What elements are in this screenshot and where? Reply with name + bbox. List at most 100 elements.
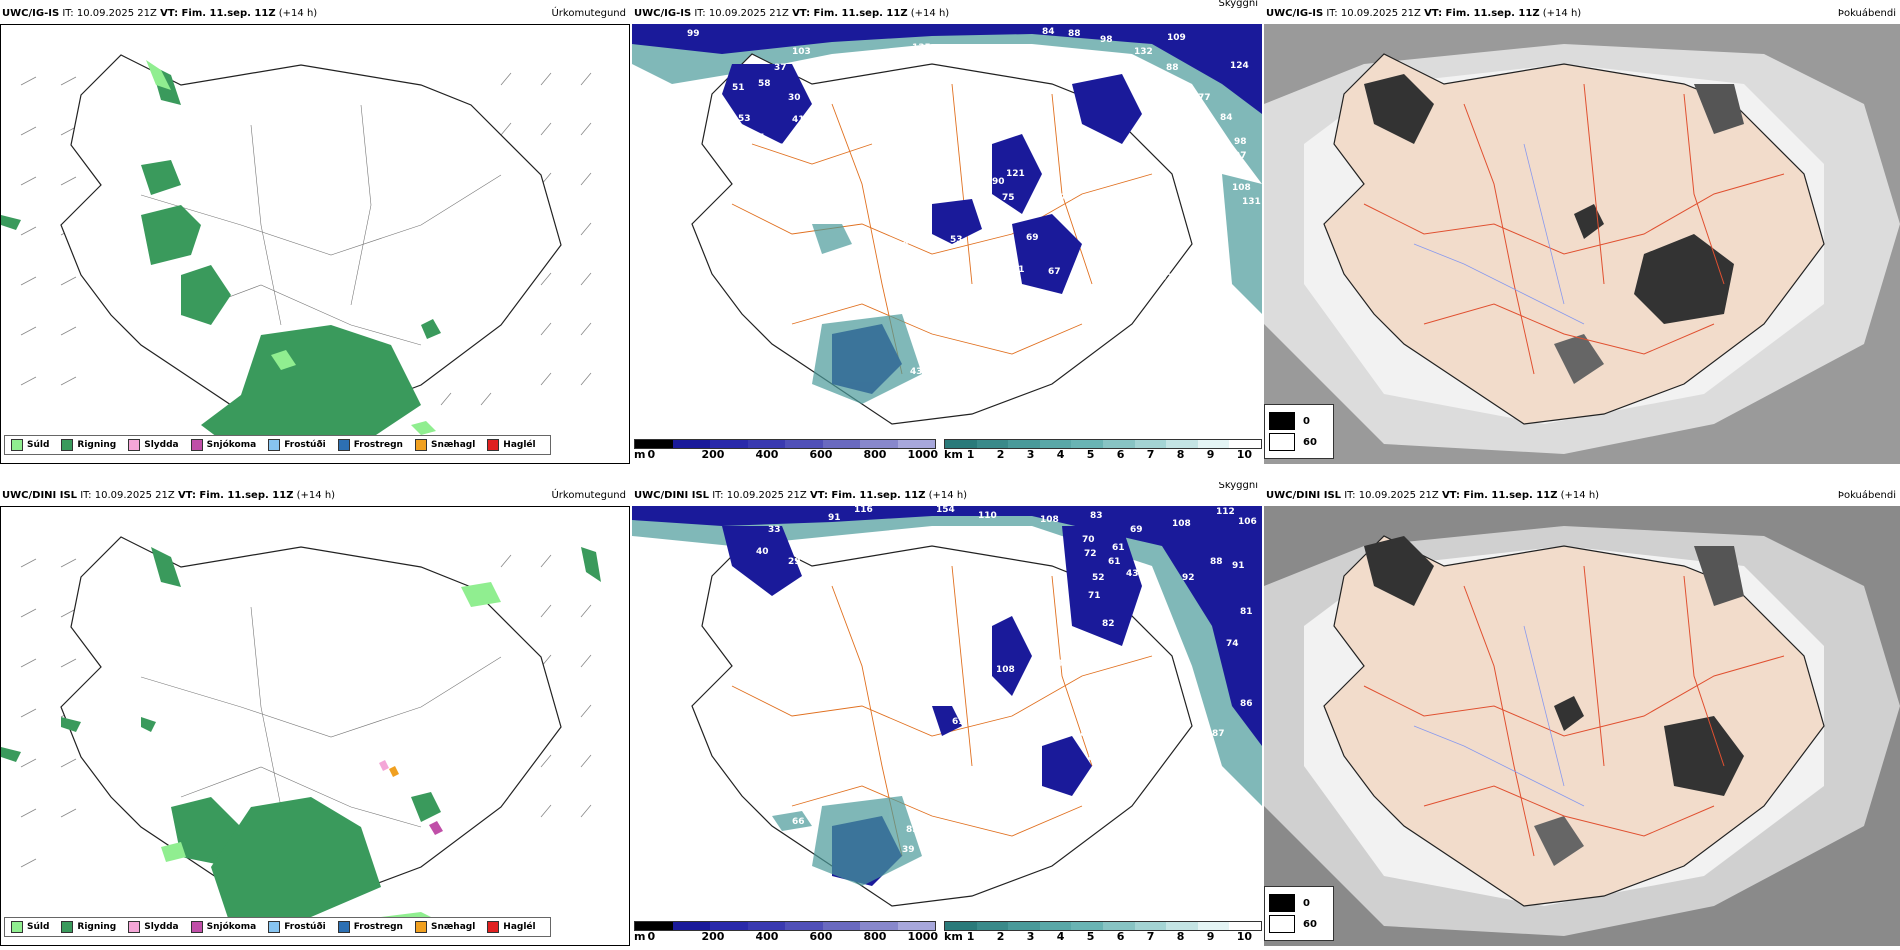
- vis-number: 74: [1062, 297, 1075, 307]
- vis-number: 108: [1232, 183, 1251, 193]
- vis-number: 135: [912, 43, 931, 53]
- panel-type-label: Þokuábendi: [1837, 8, 1896, 19]
- cloud-map: [1264, 506, 1900, 946]
- precip-legend: Súld Rigning Slydda Snjókoma Frostúði Fr…: [4, 917, 551, 937]
- legend-swatch: [268, 439, 281, 451]
- meter-scale-labels: m 0 200 400 600 800 1000: [634, 930, 939, 943]
- vis-number: 27: [1062, 335, 1075, 345]
- legend-swatch: [61, 439, 74, 451]
- panel-type-label: Úrkomutegund: [551, 490, 626, 501]
- legend-label: Frostúði: [284, 922, 326, 932]
- vis-number: 121: [1006, 169, 1025, 179]
- visibility-map: 99 103 135 84 88 98 109 132 88 124 37 58…: [632, 24, 1262, 464]
- legend-label: Frostregn: [353, 440, 403, 450]
- vis-number: 91: [828, 513, 841, 523]
- vis-number: 88: [1068, 29, 1081, 39]
- vis-number: 29: [788, 557, 801, 567]
- panel-title: UWC/IG-IS IT: 10.09.2025 21Z VT: Fim. 11…: [634, 8, 950, 19]
- vis-number: 65: [752, 133, 765, 143]
- vis-number: 67: [1048, 267, 1061, 277]
- vis-number: 30: [788, 93, 801, 103]
- vis-number: 61: [952, 717, 965, 727]
- vis-number: 58: [758, 79, 771, 89]
- vis-number: 30: [932, 863, 945, 873]
- legend-swatch: [1269, 915, 1295, 933]
- panel-type-label: Þokuábendi: [1837, 490, 1896, 501]
- vis-number: 109: [1167, 33, 1186, 43]
- legend-swatch: [1269, 894, 1295, 912]
- legend-label: Snæhagl: [430, 922, 476, 932]
- vis-number: 154: [936, 506, 955, 515]
- vis-number: 83: [1090, 511, 1103, 521]
- vis-number: 82: [1102, 619, 1115, 629]
- legend-label: Frostregn: [353, 922, 403, 932]
- vis-number: 72: [1084, 549, 1097, 559]
- legend-label: Rigning: [77, 440, 117, 450]
- vis-number: 33: [768, 525, 781, 535]
- vis-number: 43: [910, 367, 923, 377]
- vis-number: 71: [1088, 591, 1101, 601]
- legend-label: Rigning: [77, 922, 117, 932]
- vis-number: 47: [938, 353, 951, 363]
- visibility-scale: m 0 200 400 600 800 1000 km 1 2 3 4 5 6 …: [634, 921, 1262, 943]
- legend-label: Frostúði: [284, 440, 326, 450]
- panel-title: UWC/DINI ISL IT: 10.09.2025 21Z VT: Fim.…: [2, 490, 336, 501]
- precip-map: [0, 24, 630, 464]
- legend-label: 60: [1303, 918, 1317, 930]
- vis-number: 98: [1234, 137, 1247, 147]
- vis-number: 84: [1042, 27, 1055, 37]
- vis-number: 61: [1112, 543, 1125, 553]
- vis-number: 51: [732, 83, 745, 93]
- vis-number: 35: [814, 119, 827, 129]
- vis-number: 108: [996, 665, 1015, 675]
- visibility-map: 91 116 154 110 108 83 69 108 112 106 33 …: [632, 506, 1262, 946]
- vis-number: 75: [772, 143, 785, 153]
- meter-scale-bar: [634, 439, 936, 449]
- km-scale-bar: [944, 921, 1262, 931]
- meter-scale-labels: m 0 200 400 600 800 1000: [634, 448, 939, 461]
- visibility-panel-row1: UWC/IG-IS IT: 10.09.2025 21Z VT: Fim. 11…: [632, 0, 1262, 465]
- vis-number: 78: [1050, 659, 1063, 669]
- vis-number: 43: [1126, 569, 1139, 579]
- legend-label: Snæhagl: [430, 440, 476, 450]
- vis-number: 74: [1226, 639, 1239, 649]
- legend-swatch: [190, 439, 203, 451]
- vis-number: 81: [1240, 607, 1253, 617]
- vis-number: 69: [1026, 233, 1039, 243]
- vis-number: 124: [1230, 61, 1249, 71]
- legend-swatch: [1269, 433, 1295, 451]
- precip-panel-row1: UWC/IG-IS IT: 10.09.2025 21Z VT: Fim. 11…: [0, 0, 630, 465]
- legend-swatch: [128, 921, 141, 933]
- vis-number: 37: [774, 63, 787, 73]
- legend-swatch: [11, 921, 23, 933]
- vis-number: 112: [1216, 507, 1235, 517]
- vis-number: 110: [978, 511, 997, 521]
- vis-number: 98: [1100, 35, 1113, 45]
- vis-number: 61: [1108, 557, 1121, 567]
- vis-number: 88: [1210, 557, 1223, 567]
- cloud-legend: 0 60: [1264, 886, 1334, 941]
- km-scale-labels: km 1 2 3 4 5 6 7 8 9 10: [944, 448, 1253, 461]
- legend-label: Slydda: [144, 440, 179, 450]
- vis-number: 53: [950, 235, 963, 245]
- legend-swatch: [61, 921, 74, 933]
- panel-title: UWC/DINI ISL IT: 10.09.2025 21Z VT: Fim.…: [634, 490, 968, 501]
- legend-label: Snjókoma: [206, 922, 257, 932]
- panel-type-label: Úrkomutegund: [551, 8, 626, 19]
- vis-number: 99: [687, 29, 700, 39]
- vis-number: 53: [738, 114, 751, 124]
- cloud-legend: 0 60: [1264, 404, 1334, 459]
- visibility-scale: m 0 200 400 600 800 1000 km 1 2 3 4 5 6 …: [634, 439, 1262, 461]
- legend-label: Súld: [27, 440, 50, 450]
- legend-label: Haglél: [503, 440, 536, 450]
- precip-map: [0, 506, 630, 946]
- vis-number: 40: [756, 547, 769, 557]
- cloud-panel-row1: UWC/IG-IS IT: 10.09.2025 21Z VT: Fim. 11…: [1264, 0, 1900, 465]
- legend-swatch: [487, 921, 500, 933]
- legend-swatch: [414, 921, 427, 933]
- km-scale-labels: km 1 2 3 4 5 6 7 8 9 10: [944, 930, 1253, 943]
- vis-number: 75: [1002, 193, 1015, 203]
- legend-label: 0: [1303, 897, 1310, 909]
- panel-type-label: Skyggni: [1218, 482, 1258, 491]
- legend-label: 0: [1303, 415, 1310, 427]
